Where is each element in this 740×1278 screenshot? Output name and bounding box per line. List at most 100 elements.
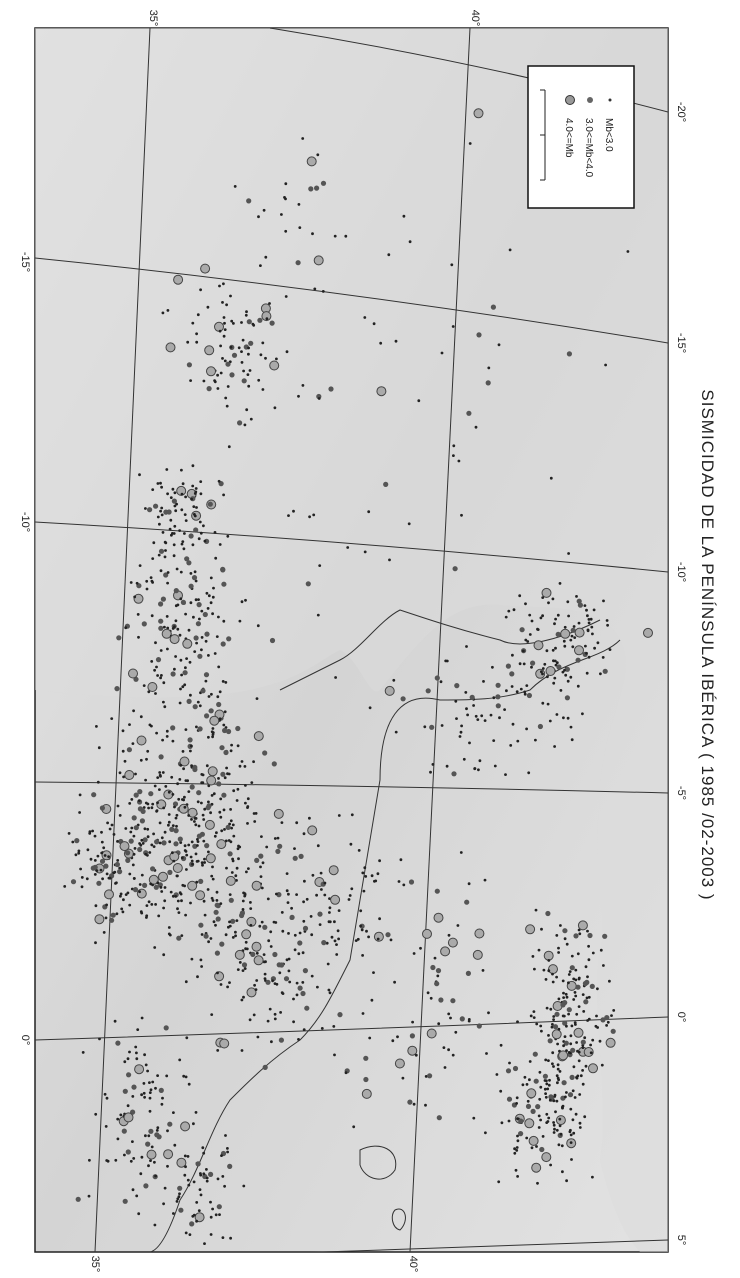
event-dot xyxy=(119,814,122,817)
event-dot xyxy=(167,824,170,827)
event-dot xyxy=(409,879,414,884)
event-dot xyxy=(560,689,563,692)
event-dot xyxy=(555,976,558,979)
event-dot xyxy=(163,899,166,902)
event-dot xyxy=(176,1200,179,1203)
event-dot xyxy=(181,1122,190,1131)
event-dot xyxy=(253,984,256,987)
event-dot xyxy=(256,952,259,955)
event-dot xyxy=(162,312,165,315)
event-dot xyxy=(257,318,262,323)
event-dot xyxy=(210,577,213,580)
event-dot xyxy=(402,884,405,887)
event-dot xyxy=(179,764,182,767)
event-dot xyxy=(249,369,252,372)
event-dot xyxy=(154,903,157,906)
event-dot xyxy=(100,831,103,834)
event-dot xyxy=(215,322,224,331)
event-dot xyxy=(281,821,284,824)
event-dot xyxy=(286,889,289,892)
event-dot xyxy=(151,557,154,560)
event-dot xyxy=(172,824,175,827)
event-dot xyxy=(203,380,206,383)
event-dot xyxy=(211,735,214,738)
event-dot xyxy=(574,1021,577,1024)
event-dot xyxy=(221,793,226,798)
right-label: -20° xyxy=(675,102,687,122)
event-dot xyxy=(181,493,184,496)
event-dot xyxy=(161,1097,164,1100)
event-dot xyxy=(111,913,116,918)
event-dot xyxy=(284,198,287,201)
event-dot xyxy=(208,1172,213,1177)
event-dot xyxy=(277,837,280,840)
event-dot xyxy=(573,636,576,639)
event-dot xyxy=(132,864,135,867)
event-dot xyxy=(173,860,176,863)
event-dot xyxy=(222,680,225,683)
event-dot xyxy=(206,1180,209,1183)
event-dot xyxy=(135,1065,144,1074)
event-dot xyxy=(193,704,198,709)
event-dot xyxy=(215,1213,218,1216)
event-dot xyxy=(560,1133,563,1136)
event-dot xyxy=(547,969,550,972)
event-dot xyxy=(223,335,226,338)
left-label: -15° xyxy=(19,252,31,272)
event-dot xyxy=(292,510,295,513)
event-dot xyxy=(188,737,193,742)
event-dot xyxy=(221,1175,224,1178)
event-dot xyxy=(168,933,171,936)
event-dot xyxy=(140,818,145,823)
event-dot xyxy=(193,650,196,653)
event-dot xyxy=(303,1028,306,1031)
event-dot xyxy=(143,1183,148,1188)
event-dot xyxy=(441,724,444,727)
event-dot xyxy=(564,1035,567,1038)
event-dot xyxy=(166,582,169,585)
event-dot xyxy=(226,535,229,538)
event-dot xyxy=(475,715,478,718)
event-dot xyxy=(180,674,183,677)
event-dot xyxy=(298,203,301,206)
event-dot xyxy=(178,1208,183,1213)
event-dot xyxy=(583,999,588,1004)
event-dot xyxy=(390,939,393,942)
event-dot xyxy=(554,1110,557,1113)
event-dot xyxy=(284,182,287,185)
left-label: -10° xyxy=(19,512,31,532)
event-dot xyxy=(279,1011,282,1014)
event-dot xyxy=(240,321,243,324)
event-dot xyxy=(189,694,192,697)
event-dot xyxy=(570,965,575,970)
event-dot xyxy=(516,1175,519,1178)
event-dot xyxy=(378,917,381,920)
event-dot xyxy=(525,1137,528,1140)
event-dot xyxy=(550,477,553,480)
event-dot xyxy=(287,932,290,935)
event-dot xyxy=(174,509,177,512)
event-dot xyxy=(499,1090,502,1093)
event-dot xyxy=(215,951,220,956)
event-dot xyxy=(217,840,226,849)
event-dot xyxy=(126,1072,131,1077)
event-dot xyxy=(242,900,245,903)
event-dot xyxy=(327,963,330,966)
event-dot xyxy=(578,622,581,625)
event-dot xyxy=(156,801,159,804)
event-dot xyxy=(201,781,204,784)
event-dot xyxy=(282,992,285,995)
event-dot xyxy=(432,763,435,766)
event-dot xyxy=(267,939,270,942)
event-dot xyxy=(179,634,182,637)
event-dot xyxy=(216,972,219,975)
event-dot xyxy=(484,719,487,722)
event-dot xyxy=(185,657,188,660)
event-dot xyxy=(496,703,501,708)
event-dot xyxy=(274,982,277,985)
event-dot xyxy=(220,829,223,832)
event-dot xyxy=(288,981,291,984)
event-dot xyxy=(585,1065,588,1068)
event-dot xyxy=(145,914,148,917)
event-dot xyxy=(221,582,226,587)
